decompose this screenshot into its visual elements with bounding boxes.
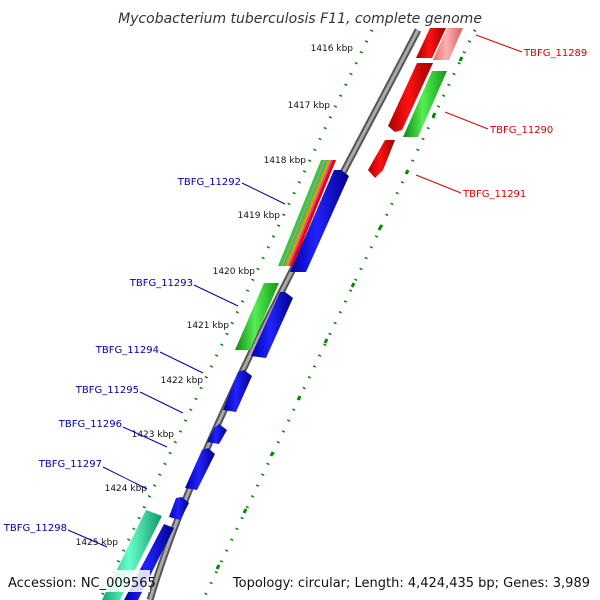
gene-label-tbfg-11291[interactable]: TBFG_11291 <box>462 189 526 200</box>
gene-label-tbfg-11294[interactable]: TBFG_11294 <box>95 345 159 356</box>
tick-label: 1424 kbp <box>105 484 148 494</box>
gene-bar-tbfg-11291[interactable] <box>368 140 395 178</box>
gene-bar-tbfg-11289[interactable] <box>416 28 446 58</box>
gene-bar-tbfg-11294[interactable] <box>223 370 252 412</box>
gene-label-tbfg-11293[interactable]: TBFG_11293 <box>129 278 193 289</box>
tick-label: 1417 kbp <box>288 101 331 111</box>
gene-bar-tbfg-11289-pink[interactable] <box>433 28 463 60</box>
reverse-gene-leaders <box>415 34 523 194</box>
gene-label-tbfg-11290[interactable]: TBFG_11290 <box>489 125 553 136</box>
tick-label: 1418 kbp <box>264 156 307 166</box>
topology-text: Topology: circular; Length: 4,424,435 bp… <box>232 576 590 591</box>
forward-gene-leaders <box>67 182 286 548</box>
kbp-tick-labels: 1416 kbp 1417 kbp 1418 kbp 1419 kbp 1420… <box>76 44 354 548</box>
gene-bar-tbfg-11298-blue-small[interactable] <box>169 497 189 520</box>
gene-label-tbfg-11296[interactable]: TBFG_11296 <box>58 419 122 430</box>
gene-label-tbfg-11292[interactable]: TBFG_11292 <box>177 177 241 188</box>
accession-text: Accession: NC_009565 <box>8 576 156 591</box>
topology-box <box>256 570 594 592</box>
tick-label: 1416 kbp <box>311 44 354 54</box>
gene-label-tbfg-11295[interactable]: TBFG_11295 <box>75 385 139 396</box>
gene-label-tbfg-11289[interactable]: TBFG_11289 <box>523 48 587 59</box>
inner-tick-track <box>98 29 374 600</box>
gene-bar-tbfg-11292-stripes[interactable] <box>278 160 336 266</box>
gene-bar-tbfg-11292[interactable] <box>290 170 349 272</box>
map-title: Mycobacterium tuberculosis F11, complete… <box>118 11 482 27</box>
accession-box <box>4 570 150 592</box>
tick-label: 1419 kbp <box>238 211 281 221</box>
gene-label-tbfg-11298[interactable]: TBFG_11298 <box>3 523 67 534</box>
outer-track-major-ticks <box>215 56 464 570</box>
tick-label: 1421 kbp <box>187 321 230 331</box>
tick-label: 1422 kbp <box>161 376 204 386</box>
gene-bar-tbfg-11293-green[interactable] <box>235 283 279 350</box>
gene-bar-tbfg-11290-green[interactable] <box>403 71 447 137</box>
gene-label-tbfg-11297[interactable]: TBFG_11297 <box>38 459 102 470</box>
tick-label: 1420 kbp <box>213 267 256 277</box>
tick-label: 1423 kbp <box>132 430 175 440</box>
gene-bar-tbfg-11293[interactable] <box>251 292 293 358</box>
gene-bar-tbfg-11297[interactable] <box>185 448 215 490</box>
gene-bar-tbfg-11290-red[interactable] <box>388 63 433 132</box>
gene-bar-tbfg-11296[interactable] <box>207 424 227 444</box>
